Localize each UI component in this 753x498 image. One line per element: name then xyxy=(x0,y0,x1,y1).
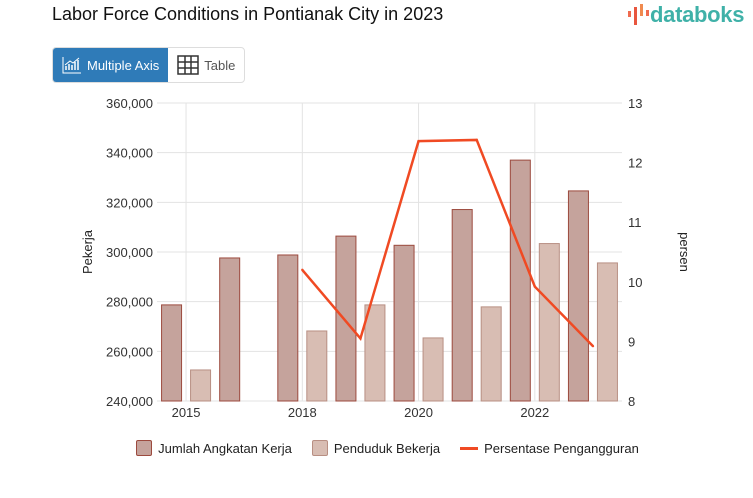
bar-penduduk-bekerja xyxy=(190,369,212,402)
y2-tick-label: 13 xyxy=(628,96,642,111)
bar-jumlah-angkatan-kerja xyxy=(567,190,589,402)
line-point xyxy=(301,268,304,272)
legend-item-penduduk[interactable]: Penduduk Bekerja xyxy=(311,440,441,456)
legend-label: Jumlah Angkatan Kerja xyxy=(158,440,292,456)
legend-label: Penduduk Bekerja xyxy=(333,440,441,456)
x-tick-label: 2018 xyxy=(288,405,317,420)
line-point xyxy=(533,285,537,288)
legend-line xyxy=(460,446,479,450)
line-point xyxy=(475,138,478,142)
logo-text: databoks xyxy=(650,2,745,27)
bar-penduduk-bekerja xyxy=(596,262,618,402)
view-toggle: Multiple Axis Table xyxy=(52,47,246,83)
table-icon xyxy=(177,55,199,75)
legend-swatch xyxy=(311,440,328,456)
line-persentase-pengangguran xyxy=(301,138,594,348)
multiple-axis-button[interactable]: Multiple Axis xyxy=(53,48,169,82)
databoks-logo: databoks xyxy=(626,2,744,28)
y2-axis-label: persen xyxy=(677,232,692,272)
bar-penduduk-bekerja xyxy=(480,306,502,402)
legend-swatch xyxy=(136,440,153,456)
y-axis-label: Pekerja xyxy=(80,229,95,274)
line-point xyxy=(591,344,595,348)
y2-tick-label: 11 xyxy=(628,215,642,230)
bar-penduduk-bekerja xyxy=(538,243,560,402)
bar-jumlah-angkatan-kerja xyxy=(509,159,531,402)
y-tick-label: 240,000 xyxy=(106,394,153,409)
bar-penduduk-bekerja xyxy=(306,330,328,402)
y-tick-label: 360,000 xyxy=(106,96,153,111)
x-tick-label: 2015 xyxy=(172,405,201,420)
chart-title: Labor Force Conditions in Pontianak City… xyxy=(52,4,444,24)
chart-icon xyxy=(62,57,81,74)
bar-penduduk-bekerja xyxy=(422,337,444,402)
x-tick-label: 2020 xyxy=(404,405,433,420)
legend-item-jumlah[interactable]: Jumlah Angkatan Kerja xyxy=(136,440,292,456)
y-tick-label: 280,000 xyxy=(106,295,153,310)
bar-jumlah-angkatan-kerja xyxy=(335,235,357,402)
legend: Jumlah Angkatan Kerja Penduduk Bekerja P… xyxy=(0,440,753,456)
bar-jumlah-angkatan-kerja xyxy=(393,244,415,402)
bar-jumlah-angkatan-kerja xyxy=(277,254,299,402)
bar-jumlah-angkatan-kerja xyxy=(161,304,183,402)
line-point xyxy=(359,337,362,340)
y-tick-label: 300,000 xyxy=(106,245,153,260)
y2-tick-label: 10 xyxy=(628,275,642,290)
y-tick-label: 260,000 xyxy=(106,344,153,359)
line-point xyxy=(417,139,420,143)
y2-tick-label: 8 xyxy=(628,394,635,409)
legend-label: Persentase Pengangguran xyxy=(484,440,639,456)
bar-jumlah-angkatan-kerja xyxy=(219,257,241,402)
bar-penduduk-bekerja xyxy=(364,304,386,402)
multiple-axis-label: Multiple Axis xyxy=(87,57,160,73)
legend-item-pengangguran[interactable]: Persentase Pengangguran xyxy=(460,440,639,456)
y-tick-label: 340,000 xyxy=(106,146,153,161)
x-tick-label: 2022 xyxy=(520,405,549,420)
chart-area: 240,000 260,000 280,000 300,000 320,000 340,0… xyxy=(80,96,692,420)
bar-jumlah-angkatan-kerja xyxy=(451,209,473,402)
logo-bars-icon xyxy=(628,4,649,25)
y2-tick-label: 12 xyxy=(628,156,642,171)
y-tick-label: 320,000 xyxy=(106,195,153,210)
table-button[interactable]: Table xyxy=(168,48,244,82)
y2-tick-label: 9 xyxy=(628,334,635,349)
table-label: Table xyxy=(204,57,236,73)
